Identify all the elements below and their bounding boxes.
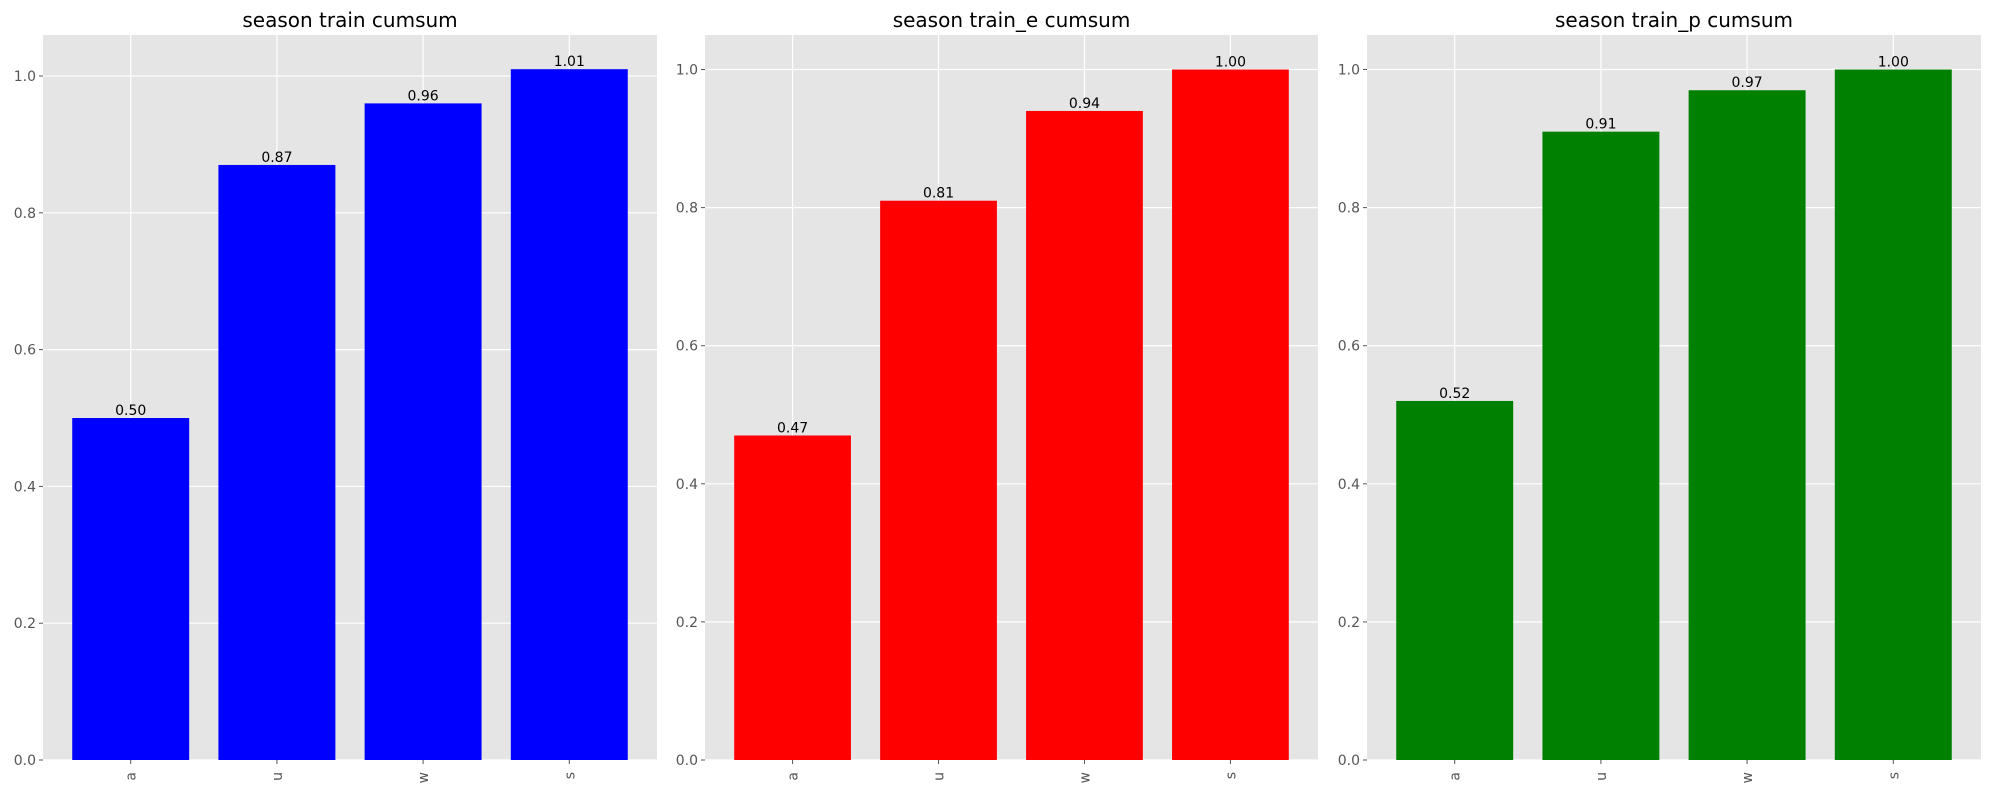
chart-title: season train_e cumsum — [893, 8, 1131, 32]
y-tick-label: 0.2 — [14, 616, 36, 632]
bar-w — [1026, 110, 1143, 760]
x-tick-label: a — [786, 772, 802, 781]
panel-1: 0.0 0.2 0.4 0.6 0.8 1.0 0.50 a 0.87 u 0.96 w 1.01 s se… — [14, 8, 657, 783]
y-tick-label: 0.4 — [1338, 477, 1360, 493]
x-tick-label: u — [1594, 772, 1610, 781]
bar-u — [1542, 131, 1660, 760]
bar-value-label: 1.01 — [554, 54, 585, 70]
bar-value-label: 0.81 — [923, 186, 954, 202]
chart-title: season train cumsum — [242, 8, 457, 32]
bar-a — [72, 418, 190, 760]
panel-2: 0.0 0.2 0.4 0.6 0.8 1.0 0.47 a 0.81 u 0.94 w 1.00 s se… — [676, 8, 1318, 783]
y-tick-label: 0.6 — [14, 343, 36, 359]
chart-title: season train_p cumsum — [1555, 8, 1793, 32]
bar-s — [510, 69, 628, 760]
y-tick-label: 0.6 — [1338, 339, 1360, 355]
x-tick-label: a — [1448, 772, 1464, 781]
y-tick-label: 0.0 — [14, 753, 36, 769]
y-tick-label: 0.0 — [1338, 753, 1360, 769]
x-tick-label: w — [1077, 772, 1093, 783]
x-tick-label: u — [932, 772, 948, 781]
bar-s — [1172, 69, 1289, 761]
x-tick-label: w — [416, 772, 432, 783]
y-tick-label: 1.0 — [14, 69, 36, 85]
bar-value-label: 0.97 — [1732, 75, 1763, 91]
bar-a — [1396, 400, 1514, 760]
y-tick-label: 1.0 — [1338, 63, 1360, 79]
bar-w — [1688, 90, 1806, 760]
bar-u — [218, 164, 336, 761]
y-tick-label: 1.0 — [676, 63, 698, 79]
y-tick-label: 0.2 — [676, 615, 698, 631]
bar-value-label: 0.52 — [1439, 386, 1470, 402]
x-tick-label: s — [1886, 772, 1902, 779]
x-tick-label: u — [270, 772, 286, 781]
bar-u — [880, 200, 997, 760]
y-tick-label: 0.6 — [676, 339, 698, 355]
bar-value-label: 0.91 — [1585, 117, 1616, 133]
bar-value-label: 0.94 — [1069, 96, 1100, 112]
y-tick-label: 0.4 — [14, 479, 36, 495]
bar-s — [1834, 69, 1952, 761]
x-tick-label: a — [124, 772, 140, 781]
panel-3: 0.0 0.2 0.4 0.6 0.8 1.0 0.52 a 0.91 u 0.97 w 1.00 s se… — [1338, 8, 1981, 783]
x-tick-label: s — [1223, 772, 1239, 779]
y-tick-label: 0.8 — [676, 201, 698, 217]
bar-value-label: 0.47 — [777, 420, 808, 436]
bar-value-label: 0.87 — [261, 150, 292, 166]
y-tick-label: 0.4 — [676, 477, 698, 493]
bar-value-label: 1.00 — [1215, 55, 1246, 71]
y-tick-label: 0.0 — [676, 753, 698, 769]
bar-value-label: 1.00 — [1878, 55, 1909, 71]
y-tick-label: 0.8 — [1338, 201, 1360, 217]
bar-a — [734, 435, 851, 760]
bar-w — [364, 103, 482, 760]
y-tick-label: 0.8 — [14, 206, 36, 222]
x-tick-label: s — [562, 772, 578, 779]
bar-value-label: 0.96 — [408, 88, 439, 104]
bar-value-label: 0.50 — [115, 403, 146, 419]
y-tick-label: 0.2 — [1338, 615, 1360, 631]
x-tick-label: w — [1740, 772, 1756, 783]
